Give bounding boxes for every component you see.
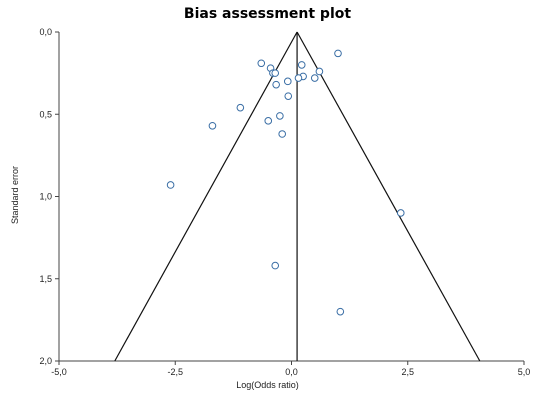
study-point bbox=[166, 181, 175, 189]
study-point bbox=[271, 69, 280, 77]
y-tick-label: 1,0 bbox=[39, 192, 52, 202]
y-axis-label: Standard error bbox=[10, 165, 20, 225]
y-tick-label: 2,0 bbox=[39, 356, 52, 366]
study-point bbox=[236, 103, 245, 112]
funnel bbox=[114, 31, 481, 362]
x-tick-label: 2,5 bbox=[401, 367, 414, 377]
study-point bbox=[294, 74, 303, 82]
x-tick-label: -2,5 bbox=[167, 367, 183, 377]
study-point bbox=[264, 117, 273, 125]
x-tick-label: 0,0 bbox=[285, 367, 298, 377]
study-point bbox=[272, 80, 280, 89]
funnel-left-line bbox=[114, 31, 298, 362]
funnel-right-line bbox=[296, 31, 481, 362]
y-tick-label: 1,5 bbox=[39, 274, 52, 284]
data-points bbox=[166, 49, 405, 316]
axes: 0,0 0,5 1,0 1,5 2,0-5,0 -2,5 0,0 2,5 5,0 bbox=[39, 27, 530, 377]
x-tick-label: 5,0 bbox=[518, 367, 531, 377]
chart-title: Bias assessment plot bbox=[183, 6, 352, 22]
y-tick-label: 0,5 bbox=[39, 109, 52, 119]
study-point bbox=[396, 209, 405, 217]
study-point bbox=[283, 77, 292, 86]
study-point bbox=[276, 112, 284, 120]
study-point bbox=[336, 307, 345, 316]
study-point bbox=[334, 49, 342, 58]
study-point bbox=[315, 67, 324, 76]
x-tick-label: -5,0 bbox=[51, 367, 67, 377]
y-tick-label: 0,0 bbox=[39, 27, 52, 37]
study-point bbox=[278, 130, 287, 138]
study-point bbox=[297, 61, 306, 69]
x-axis-label: Log(Odds ratio) bbox=[236, 380, 299, 390]
study-point bbox=[271, 261, 280, 270]
study-point bbox=[257, 59, 266, 68]
study-point bbox=[284, 92, 293, 100]
study-point bbox=[310, 74, 319, 82]
study-point bbox=[208, 121, 217, 130]
